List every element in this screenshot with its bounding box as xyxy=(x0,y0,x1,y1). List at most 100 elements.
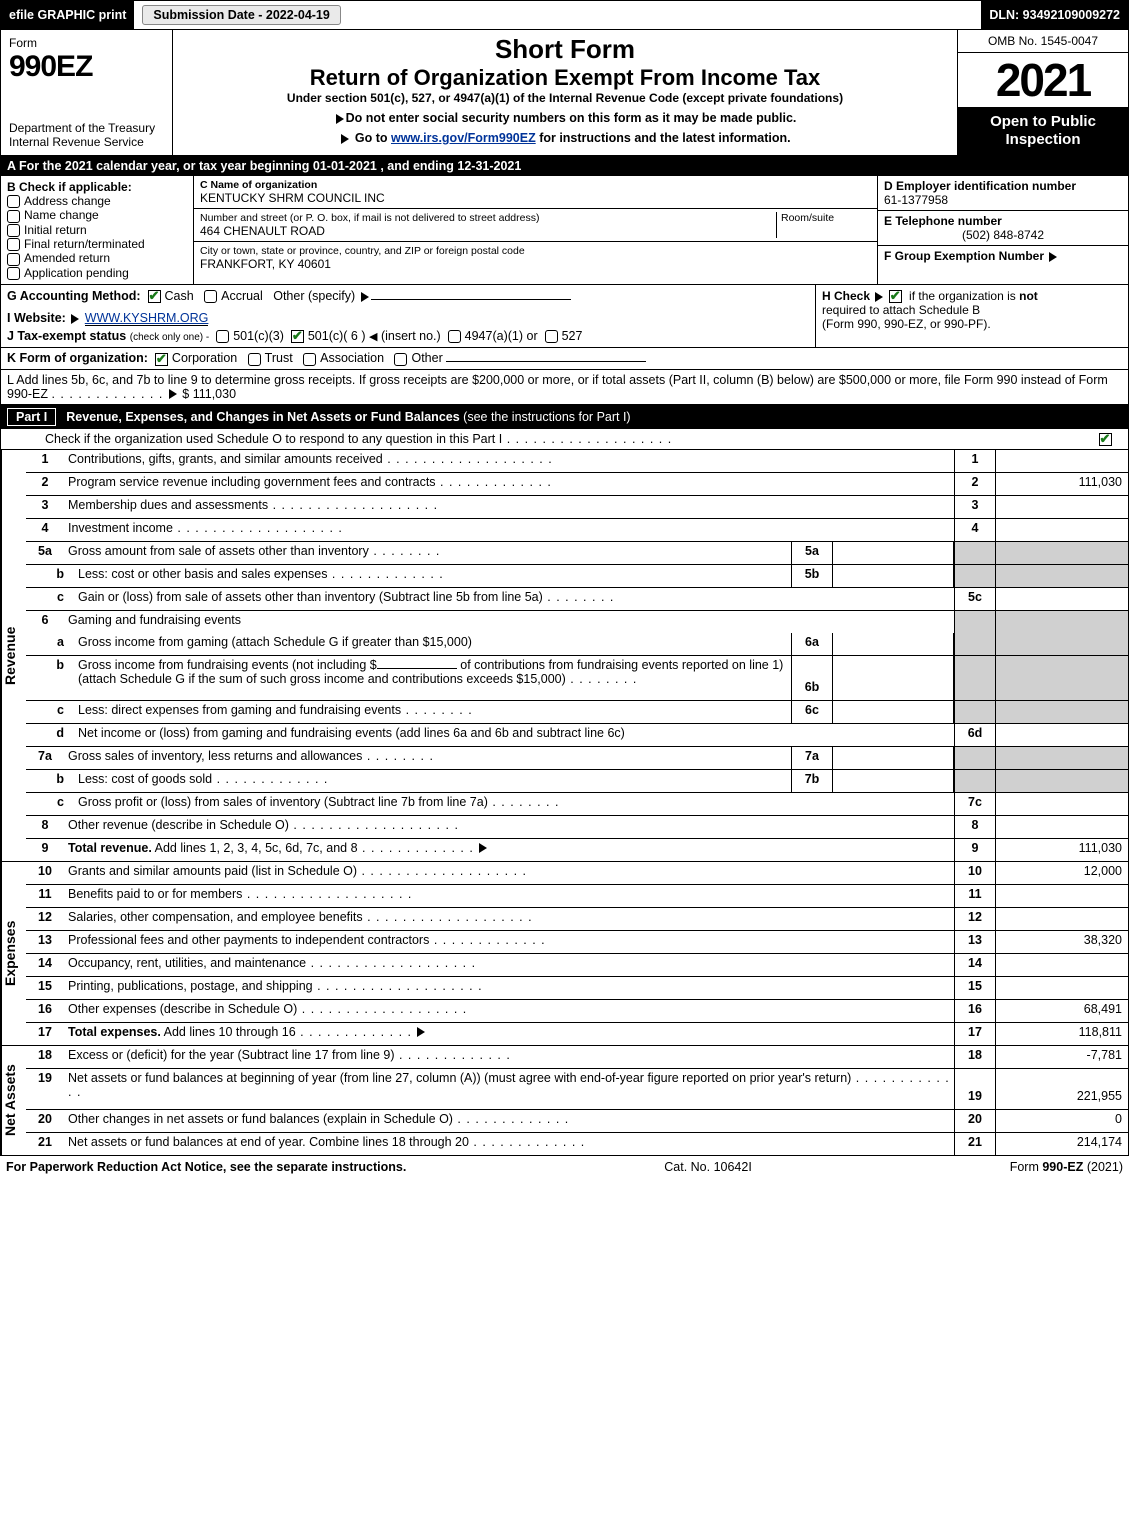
h-mid: if the organization is xyxy=(909,289,1019,303)
line-10-val: 12,000 xyxy=(995,862,1128,884)
line-6-desc: Gaming and fundraising events xyxy=(64,611,954,633)
top-bar: efile GRAPHIC print Submission Date - 20… xyxy=(0,0,1129,30)
line-4-val xyxy=(995,519,1128,541)
chk-trust[interactable] xyxy=(248,353,261,366)
lbl-4947: 4947(a)(1) or xyxy=(465,329,538,343)
chk-association[interactable] xyxy=(303,353,316,366)
line-5a-val xyxy=(833,542,954,564)
dept-line-1: Department of the Treasury xyxy=(9,121,164,135)
line-19-desc: Net assets or fund balances at beginning… xyxy=(68,1071,851,1085)
form-number: 990EZ xyxy=(9,50,164,84)
open-to-public: Open to Public Inspection xyxy=(958,107,1128,155)
lbl-amended-return: Amended return xyxy=(24,251,110,265)
row-h: H Check if the organization is not requi… xyxy=(816,285,1128,347)
line-17-desc-b: Total expenses. xyxy=(68,1025,161,1039)
submission-date-button[interactable]: Submission Date - 2022-04-19 xyxy=(142,5,340,25)
lbl-501c3: 501(c)(3) xyxy=(233,329,284,343)
submission-date-wrap: Submission Date - 2022-04-19 xyxy=(134,1,348,29)
footer-right-post: (2021) xyxy=(1087,1160,1123,1174)
tax-exempt-label: J Tax-exempt status xyxy=(7,329,126,343)
line-18-val: -7,781 xyxy=(995,1046,1128,1068)
line-17-val: 118,811 xyxy=(995,1023,1128,1045)
line-5c-desc: Gain or (loss) from sale of assets other… xyxy=(78,590,543,604)
line-7c-desc: Gross profit or (loss) from sales of inv… xyxy=(78,795,488,809)
chk-initial-return[interactable] xyxy=(7,224,20,237)
chk-501c[interactable] xyxy=(291,330,304,343)
chk-527[interactable] xyxy=(545,330,558,343)
lbl-corporation: Corporation xyxy=(172,351,237,365)
chk-amended-return[interactable] xyxy=(7,253,20,266)
accounting-method-label: G Accounting Method: xyxy=(7,289,141,303)
part-1-bar: Part I Revenue, Expenses, and Changes in… xyxy=(1,405,1128,429)
tax-exempt-sub: (check only one) - xyxy=(130,332,209,343)
org-name: KENTUCKY SHRM COUNCIL INC xyxy=(200,191,871,205)
part-1-check-text: Check if the organization used Schedule … xyxy=(45,432,502,446)
line-15-desc: Printing, publications, postage, and shi… xyxy=(68,979,313,993)
lbl-other-org: Other xyxy=(411,351,442,365)
chk-address-change[interactable] xyxy=(7,195,20,208)
row-a-period: A For the 2021 calendar year, or tax yea… xyxy=(1,156,1128,176)
footer-left: For Paperwork Reduction Act Notice, see … xyxy=(6,1160,406,1174)
chk-accrual[interactable] xyxy=(204,290,217,303)
row-l-amount: $ 111,030 xyxy=(182,387,236,401)
line-21-desc: Net assets or fund balances at end of ye… xyxy=(68,1135,469,1149)
line-7a-val xyxy=(833,747,954,769)
box-b: B Check if applicable: Address change Na… xyxy=(1,176,194,284)
line-11-desc: Benefits paid to or for members xyxy=(68,887,242,901)
dept-line-2: Internal Revenue Service xyxy=(9,135,164,149)
return-title: Return of Organization Exempt From Incom… xyxy=(183,65,947,91)
chk-other-org[interactable] xyxy=(394,353,407,366)
other-org-input[interactable] xyxy=(446,361,646,362)
line-3-desc: Membership dues and assessments xyxy=(68,498,268,512)
short-form-title: Short Form xyxy=(183,34,947,65)
chk-corporation[interactable] xyxy=(155,353,168,366)
lbl-initial-return: Initial return xyxy=(24,223,87,237)
irs-link[interactable]: www.irs.gov/Form990EZ xyxy=(391,131,536,145)
part-1-title: Revenue, Expenses, and Changes in Net As… xyxy=(66,410,459,424)
other-method-input[interactable] xyxy=(371,299,571,300)
line-8-val xyxy=(995,816,1128,838)
line-13-val: 38,320 xyxy=(995,931,1128,953)
website-link[interactable]: WWW.KYSHRM.ORG xyxy=(85,311,209,326)
note-goto-pre: Go to xyxy=(355,131,391,145)
chk-schedule-o[interactable] xyxy=(1099,433,1112,446)
line-6b-blank[interactable] xyxy=(377,668,457,669)
ein-label: D Employer identification number xyxy=(884,179,1122,193)
line-9-val: 111,030 xyxy=(995,839,1128,861)
box-c: C Name of organization KENTUCKY SHRM COU… xyxy=(194,176,878,284)
line-6b-val xyxy=(833,656,954,700)
header-center: Short Form Return of Organization Exempt… xyxy=(173,30,958,155)
box-def: D Employer identification number 61-1377… xyxy=(878,176,1128,284)
lbl-cash: Cash xyxy=(165,289,194,303)
street-label: Number and street (or P. O. box, if mail… xyxy=(200,212,776,224)
lbl-trust: Trust xyxy=(265,351,293,365)
lbl-527: 527 xyxy=(562,329,583,343)
h-not: not xyxy=(1019,289,1038,303)
line-8-desc: Other revenue (describe in Schedule O) xyxy=(68,818,289,832)
form-frame: Form 990EZ Department of the Treasury In… xyxy=(0,30,1129,1156)
h-label: H Check xyxy=(822,289,873,303)
chk-4947[interactable] xyxy=(448,330,461,343)
line-7c-val xyxy=(995,793,1128,815)
h-line2: required to attach Schedule B xyxy=(822,303,980,317)
chk-final-return[interactable] xyxy=(7,238,20,251)
part-1-check-row: Check if the organization used Schedule … xyxy=(1,429,1128,450)
chk-cash[interactable] xyxy=(148,290,161,303)
lbl-association: Association xyxy=(320,351,384,365)
section-bcdef: B Check if applicable: Address change Na… xyxy=(1,176,1128,285)
chk-schedule-b[interactable] xyxy=(889,290,902,303)
footer-right: Form 990-EZ (2021) xyxy=(1010,1160,1123,1174)
chk-501c3[interactable] xyxy=(216,330,229,343)
lbl-name-change: Name change xyxy=(24,208,99,222)
under-section: Under section 501(c), 527, or 4947(a)(1)… xyxy=(183,91,947,105)
tel-value: (502) 848-8742 xyxy=(884,228,1122,242)
omb-number: OMB No. 1545-0047 xyxy=(958,30,1128,53)
line-12-val xyxy=(995,908,1128,930)
note-ssn: Do not enter social security numbers on … xyxy=(346,111,797,125)
org-name-label: C Name of organization xyxy=(200,179,871,191)
chk-application-pending[interactable] xyxy=(7,267,20,280)
chk-name-change[interactable] xyxy=(7,210,20,223)
dln-label: DLN: 93492109009272 xyxy=(981,1,1128,29)
tel-label: E Telephone number xyxy=(884,214,1122,228)
arrow-icon xyxy=(1049,252,1057,262)
